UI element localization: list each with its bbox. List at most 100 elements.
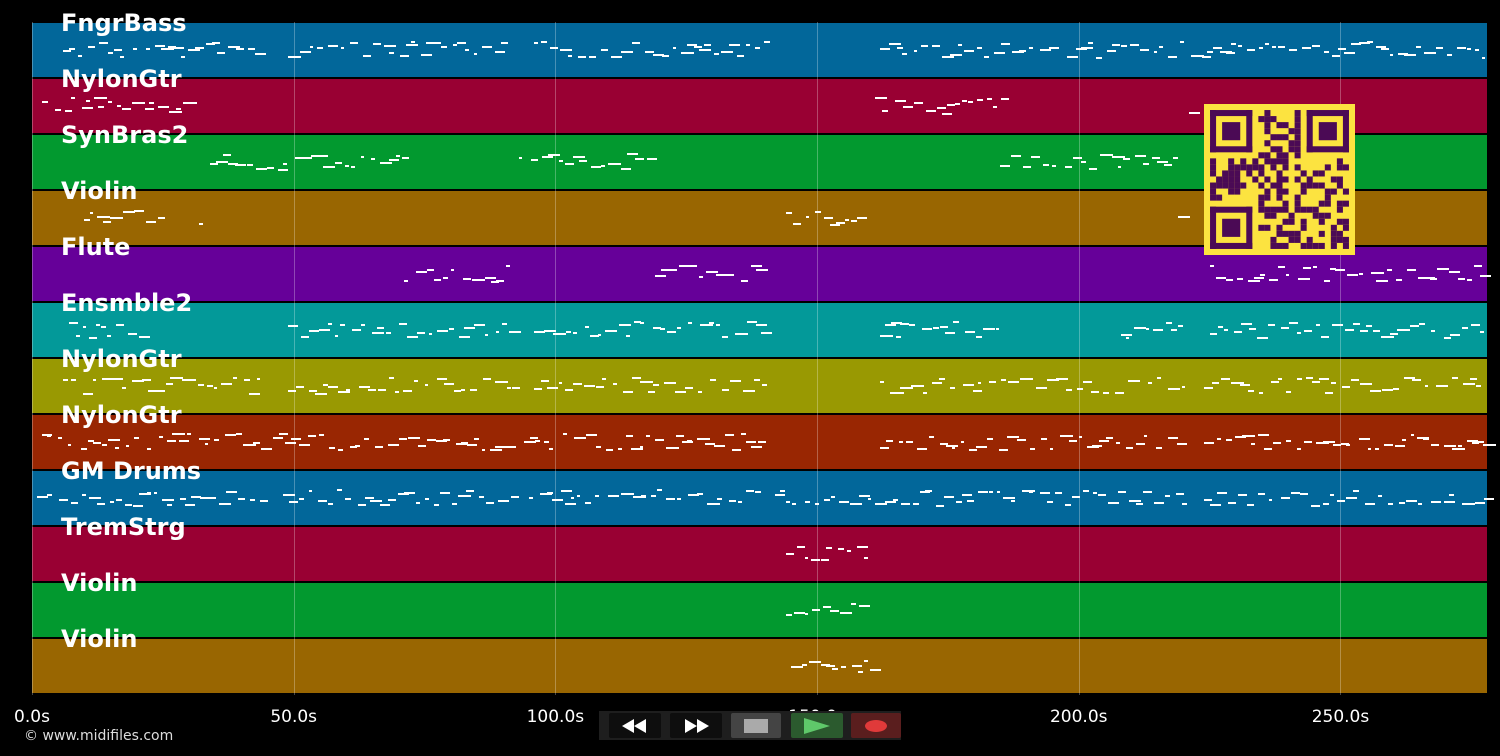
note-bar xyxy=(120,56,124,59)
track-lane[interactable] xyxy=(32,639,1487,693)
fast-forward-button[interactable] xyxy=(670,713,722,738)
note-bar xyxy=(101,326,107,329)
note-bar xyxy=(1281,327,1290,330)
note-bar xyxy=(653,326,662,329)
note-bar xyxy=(805,556,809,559)
note-bar xyxy=(407,336,419,339)
note-bar xyxy=(895,391,904,394)
note-bar xyxy=(1082,380,1093,383)
note-bar xyxy=(360,323,365,326)
note-bar xyxy=(978,382,982,385)
note-bar xyxy=(1019,49,1026,52)
note-bar xyxy=(1121,44,1128,47)
note-bar xyxy=(90,212,94,215)
note-bar xyxy=(605,330,617,333)
note-bar xyxy=(838,500,849,503)
note-bar xyxy=(618,447,622,450)
note-bar xyxy=(75,334,81,337)
note-bar xyxy=(900,502,910,505)
note-bar xyxy=(1248,280,1261,283)
note-bar xyxy=(565,389,574,392)
note-bar xyxy=(925,110,937,113)
note-bar xyxy=(940,443,949,446)
play-button[interactable] xyxy=(791,713,843,738)
note-bar xyxy=(1115,442,1121,445)
note-bar xyxy=(1091,390,1100,393)
note-bar xyxy=(108,101,113,104)
note-bar xyxy=(879,334,893,337)
note-bar xyxy=(1238,493,1247,496)
note-bar xyxy=(1042,164,1049,167)
note-bar xyxy=(1007,380,1019,383)
note-bar xyxy=(1204,498,1212,501)
note-bar xyxy=(697,390,703,393)
note-bar xyxy=(453,389,461,392)
note-bar xyxy=(987,98,992,101)
note-bar xyxy=(870,668,882,671)
note-bar xyxy=(1017,439,1027,442)
note-bar xyxy=(714,444,726,447)
note-bar xyxy=(1029,448,1036,451)
note-bar xyxy=(785,613,792,616)
note-bar xyxy=(975,336,983,339)
rewind-button[interactable] xyxy=(609,713,661,738)
note-bar xyxy=(101,444,107,447)
track-lane[interactable] xyxy=(32,247,1487,301)
note-bar xyxy=(132,101,145,104)
stop-button[interactable] xyxy=(731,713,781,738)
note-bar xyxy=(999,448,1008,451)
track-lane[interactable] xyxy=(32,303,1487,357)
note-bar xyxy=(1075,48,1088,51)
note-bar xyxy=(398,438,408,441)
note-bar xyxy=(1483,497,1495,500)
note-bar xyxy=(178,439,189,442)
note-bar xyxy=(181,55,186,58)
note-bar xyxy=(1204,441,1215,444)
note-bar xyxy=(1225,52,1236,55)
note-bar xyxy=(179,498,186,501)
note-bar xyxy=(1331,324,1343,327)
note-bar xyxy=(1330,268,1337,271)
note-bar xyxy=(889,42,902,45)
note-bar xyxy=(167,46,177,49)
note-bar xyxy=(1286,440,1292,443)
note-bar xyxy=(386,332,392,335)
note-bar xyxy=(472,278,485,281)
note-bar xyxy=(116,104,121,107)
track-lane[interactable] xyxy=(32,23,1487,77)
note-bar xyxy=(415,502,420,505)
note-bar xyxy=(125,503,132,506)
note-bar xyxy=(805,215,810,218)
track-label: Violin xyxy=(61,625,138,653)
note-bar xyxy=(729,43,741,46)
note-bar xyxy=(634,321,641,324)
track-lane[interactable] xyxy=(32,583,1487,637)
record-button[interactable] xyxy=(851,713,901,738)
note-bar xyxy=(133,209,144,212)
note-bar xyxy=(755,490,762,493)
track-lane[interactable] xyxy=(32,471,1487,525)
note-bar xyxy=(652,157,658,160)
note-bar xyxy=(1173,156,1179,159)
note-bar xyxy=(859,605,870,608)
note-bar xyxy=(1387,268,1392,271)
note-bar xyxy=(1011,50,1025,53)
track-lane[interactable] xyxy=(32,527,1487,581)
note-bar xyxy=(1212,46,1222,49)
note-bar xyxy=(716,273,729,276)
note-bar xyxy=(299,444,311,447)
note-bar xyxy=(194,47,204,50)
note-bar xyxy=(632,377,641,380)
note-bar xyxy=(1375,46,1386,49)
note-bar xyxy=(176,107,181,110)
note-bar xyxy=(949,53,963,56)
note-bar xyxy=(1318,378,1329,380)
note-bar xyxy=(622,390,633,393)
note-bar xyxy=(1458,278,1466,281)
note-bar xyxy=(377,389,387,392)
track-label: Ensmble2 xyxy=(61,289,193,317)
note-bar xyxy=(655,438,665,441)
note-bar xyxy=(370,499,382,502)
note-bar xyxy=(1451,448,1465,451)
track-lane[interactable] xyxy=(32,359,1487,413)
